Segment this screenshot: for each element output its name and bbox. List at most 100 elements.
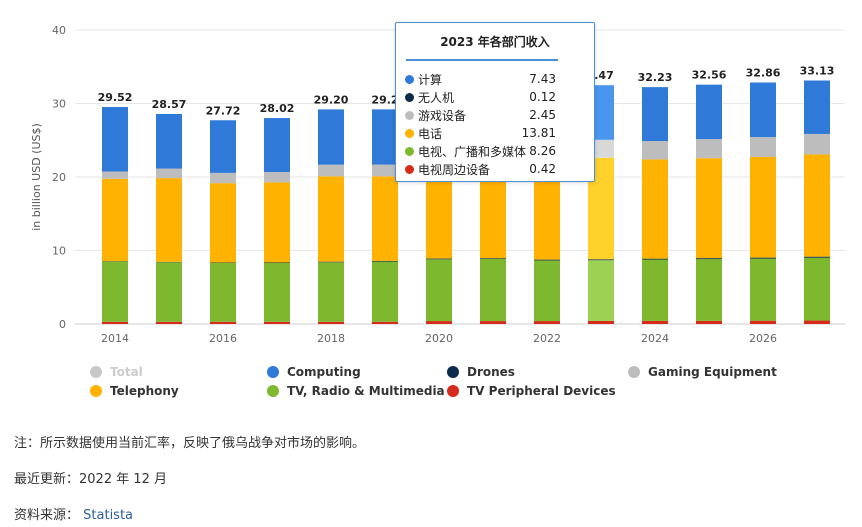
bar-segment-peripheral — [480, 321, 506, 324]
tooltip-dot — [405, 92, 414, 102]
bar-segment-tv — [426, 259, 452, 322]
bar-segment-telephony — [156, 178, 182, 262]
tooltip-row-label: 电视、广播和多媒体 — [418, 144, 527, 159]
total-data-label: .47 — [594, 69, 614, 82]
tooltip-row-value: 7.43 — [529, 72, 556, 86]
bar-segment-tv — [750, 258, 776, 321]
tooltip-row: 无人机 0.12 — [405, 88, 556, 106]
bar-segment-gaming — [750, 137, 776, 157]
bar-segment-drones — [372, 260, 398, 262]
bar-segment-peripheral — [156, 321, 182, 324]
legend-item-telephony[interactable]: Telephony — [90, 381, 179, 401]
bar-segment-drones — [264, 262, 290, 263]
bar-segment-computing — [156, 114, 182, 169]
legend-item-total[interactable]: Total — [90, 362, 143, 382]
y-tick-label: 10 — [52, 245, 66, 258]
tooltip-dot — [405, 128, 414, 138]
source-line: 资料来源： Statista — [14, 504, 133, 523]
legend-dot-tv — [267, 385, 279, 397]
legend-item-computing[interactable]: Computing — [267, 362, 361, 382]
tooltip-title: 2023 年各部门收入 — [440, 35, 550, 49]
tooltip-row-label: 无人机 — [418, 90, 455, 105]
bar-segment-gaming — [372, 164, 398, 177]
x-tick-label: 2022 — [533, 332, 561, 345]
bar-segment-telephony — [696, 158, 722, 259]
bar-segment-tv — [642, 259, 668, 321]
x-tick-label: 2016 — [209, 332, 237, 345]
tooltip-row-label: 电话 — [418, 126, 443, 141]
legend-item-peripheral[interactable]: TV Peripheral Devices — [447, 381, 616, 401]
legend-dot-gaming — [628, 366, 640, 378]
bar-segment-gaming — [102, 171, 128, 179]
total-data-label: 32.56 — [692, 69, 727, 82]
total-data-label: 27.72 — [206, 104, 241, 117]
bar-segment-computing — [102, 107, 128, 172]
bar-segment-computing — [642, 87, 668, 142]
x-tick-label: 2024 — [641, 332, 669, 345]
tooltip-dot — [405, 164, 414, 174]
legend-item-drones[interactable]: Drones — [447, 362, 515, 382]
bar-segment-tv — [264, 262, 290, 322]
bar-segment-drones — [318, 261, 344, 263]
bar-segment-computing — [804, 80, 830, 134]
tooltip-2023: 2023 年各部门收入 计算 7.43 无人机 0.12 游戏设备 2.45 电… — [395, 22, 595, 182]
bar-segment-peripheral — [804, 320, 830, 324]
bar-segment-peripheral — [534, 321, 560, 324]
legend-item-tv[interactable]: TV, Radio & Multimedia — [267, 381, 445, 401]
tooltip-row-value: 0.12 — [529, 90, 556, 104]
tooltip-row-value: 0.42 — [529, 162, 556, 176]
bar-segment-peripheral — [264, 321, 290, 324]
note-text: 注：所示数据使用当前汇率，反映了俄乌战争对市场的影响。 — [14, 436, 366, 451]
tooltip-row-value: 8.26 — [529, 144, 556, 158]
legend-label-tv: TV, Radio & Multimedia — [287, 384, 445, 398]
bar-segment-gaming — [318, 164, 344, 177]
bar-segment-tv — [210, 262, 236, 322]
total-data-label: 28.57 — [152, 98, 187, 111]
bar-segment-tv — [318, 262, 344, 322]
x-tick-label: 2026 — [749, 332, 777, 345]
legend-item-gaming[interactable]: Gaming Equipment — [628, 362, 777, 382]
bar-segment-telephony — [318, 176, 344, 262]
tooltip-dot — [405, 146, 414, 156]
bar-segment-peripheral — [642, 320, 668, 324]
bar-segment-peripheral — [102, 321, 128, 324]
tooltip-row: 电视、广播和多媒体 8.26 — [405, 142, 556, 160]
bar-segment-peripheral — [588, 320, 614, 324]
bar-segment-telephony — [372, 176, 398, 261]
total-data-label: 29.52 — [98, 91, 133, 104]
tooltip-row-label: 计算 — [418, 72, 443, 87]
total-data-label: 33.13 — [800, 64, 835, 77]
y-tick-label: 40 — [52, 24, 66, 37]
legend-dot-drones — [447, 366, 459, 378]
legend-dot-telephony — [90, 385, 102, 397]
legend-label-peripheral: TV Peripheral Devices — [467, 384, 616, 398]
tooltip-dot — [405, 110, 414, 120]
y-tick-label: 20 — [52, 171, 66, 184]
legend-dot-computing — [267, 366, 279, 378]
bar-segment-drones — [804, 256, 830, 258]
legend-label-telephony: Telephony — [110, 384, 179, 398]
bar-segment-gaming — [696, 139, 722, 159]
source-label: 资料来源： — [14, 508, 80, 523]
total-data-label: 32.23 — [638, 71, 673, 84]
tooltip-row-label: 电视周边设备 — [418, 162, 491, 177]
bar-segment-peripheral — [750, 320, 776, 324]
chart-legend: Total Computing Drones Gaming Equipment … — [85, 362, 785, 402]
tooltip-row: 电话 13.81 — [405, 124, 556, 142]
bar-segment-telephony — [750, 156, 776, 258]
bar-segment-peripheral — [696, 320, 722, 324]
bar-segment-telephony — [264, 182, 290, 263]
bar-segment-tv — [480, 258, 506, 322]
bar-segment-peripheral — [318, 321, 344, 324]
tooltip-row-value: 2.45 — [529, 108, 556, 122]
tooltip-divider — [406, 59, 558, 61]
x-tick-label: 2020 — [425, 332, 453, 345]
bar-segment-tv — [588, 260, 614, 321]
bar-segment-peripheral — [372, 321, 398, 324]
tooltip-row-value: 13.81 — [521, 126, 556, 140]
y-tick-label: 30 — [52, 98, 66, 111]
y-tick-label: 0 — [59, 318, 66, 331]
source-link[interactable]: Statista — [83, 508, 134, 523]
y-axis-title: in billion USD (US$) — [30, 123, 43, 231]
bar-segment-drones — [750, 257, 776, 259]
